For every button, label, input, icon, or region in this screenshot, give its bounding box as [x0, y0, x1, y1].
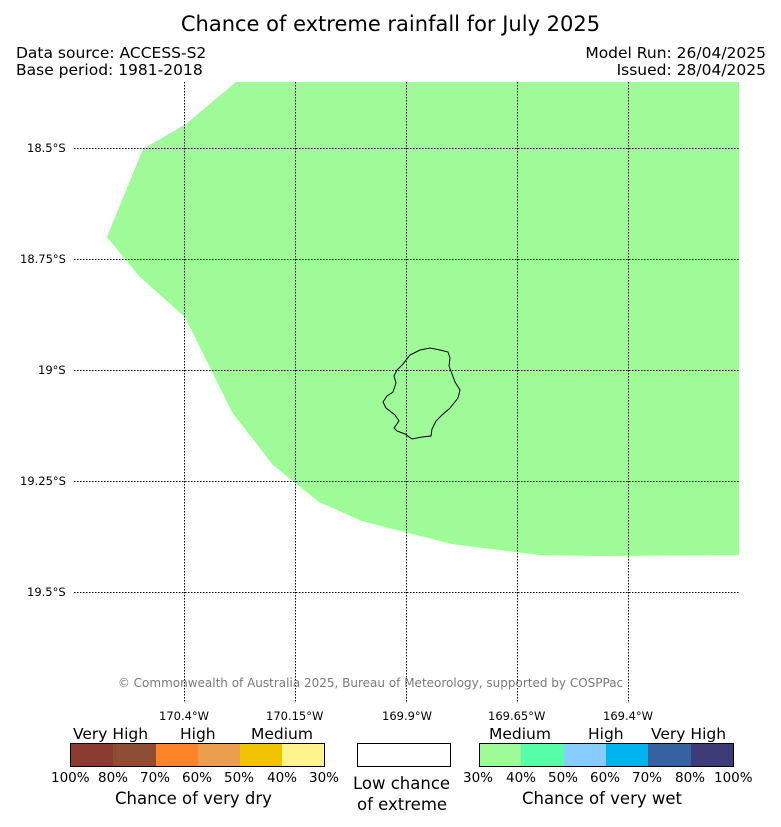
- wet-swatch: [648, 743, 691, 767]
- dry-tick-label: 40%: [267, 770, 298, 786]
- dry-tick-label: 80%: [98, 770, 129, 786]
- data-source-text: Data source: ACCESS-S2: [16, 44, 207, 62]
- dry-swatch: [198, 743, 240, 767]
- dry-tick-label: 50%: [224, 770, 255, 786]
- wet-tick-label: 40%: [506, 770, 537, 786]
- dry-tick-label: 100%: [51, 770, 90, 786]
- model-run-text: Model Run: 26/04/2025: [585, 44, 766, 62]
- low-chance-swatch: [357, 743, 451, 767]
- wet-tick-label: 100%: [714, 770, 753, 786]
- wet-tick-label: 60%: [590, 770, 621, 786]
- lat-label: 19.25°S: [20, 474, 66, 488]
- wet-category-label: Very High: [651, 725, 727, 743]
- wet-colorbar-frame: [479, 743, 734, 767]
- lon-label: 170.15°W: [266, 709, 324, 723]
- dry-swatch: [240, 743, 282, 767]
- wet-swatch: [564, 743, 606, 767]
- dry-swatch: [113, 743, 156, 767]
- chart-title: Chance of extreme rainfall for July 2025: [180, 12, 601, 36]
- niue-island-outline: [382, 347, 461, 440]
- wet-tick-label: 50%: [548, 770, 579, 786]
- dry-category-label: High: [180, 725, 216, 743]
- low-chance-caption: Low chance: [353, 774, 451, 793]
- lat-label: 18.75°S: [20, 252, 66, 266]
- lon-label: 169.65°W: [488, 709, 546, 723]
- lon-label: 170.4°W: [159, 709, 210, 723]
- dry-swatch: [282, 743, 325, 767]
- dry-category-label: Very High: [73, 725, 149, 743]
- medium-wet-region: [107, 82, 739, 556]
- lon-label: 169.4°W: [603, 709, 654, 723]
- dry-swatch: [156, 743, 198, 767]
- wet-tick-label: 30%: [463, 770, 494, 786]
- base-period-text: Base period: 1981-2018: [16, 61, 203, 79]
- wet-swatch: [606, 743, 648, 767]
- dry-swatch: [70, 743, 113, 767]
- copyright-credit: © Commonwealth of Australia 2025, Bureau…: [117, 676, 624, 690]
- lat-label: 19°S: [38, 363, 66, 377]
- dry-tick-label: 60%: [182, 770, 213, 786]
- dry-category-label: Medium: [251, 725, 313, 743]
- wet-swatch: [479, 743, 521, 767]
- wet-category-label: Medium: [489, 725, 551, 743]
- dry-tick-label: 70%: [140, 770, 171, 786]
- wet-tick-label: 80%: [675, 770, 706, 786]
- issued-date-text: Issued: 28/04/2025: [616, 61, 766, 79]
- wet-swatch: [521, 743, 564, 767]
- longitude-gridlines: [184, 82, 629, 703]
- lon-label: 169.9°W: [382, 709, 433, 723]
- dry-tick-label: 30%: [309, 770, 340, 786]
- wet-category-label: High: [588, 725, 624, 743]
- wet-legend-caption: Chance of very wet: [522, 789, 682, 808]
- wet-tick-label: 70%: [632, 770, 663, 786]
- dry-colorbar-frame: [70, 743, 325, 767]
- low-chance-caption: of extreme: [357, 795, 448, 814]
- dry-legend-caption: Chance of very dry: [115, 789, 272, 808]
- lat-label: 19.5°S: [27, 585, 66, 599]
- wet-swatch: [691, 743, 734, 767]
- lat-label: 18.5°S: [27, 141, 66, 155]
